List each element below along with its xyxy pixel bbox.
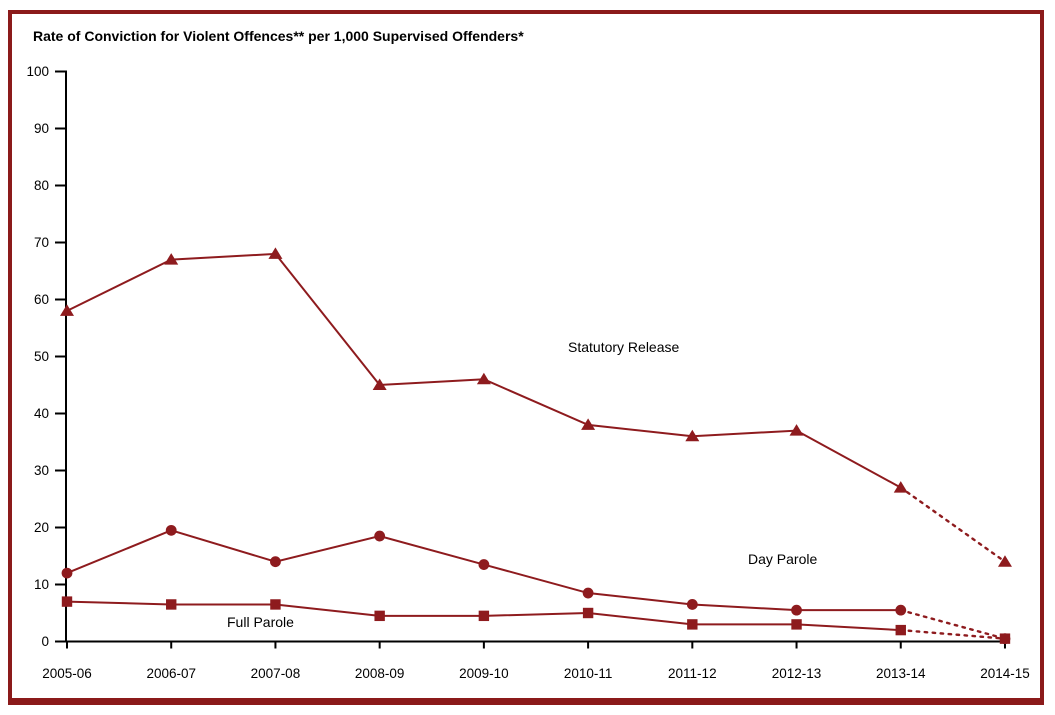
x-tick-label: 2009-10 [459, 666, 509, 681]
y-tick-label: 100 [26, 64, 49, 79]
marker-triangle [268, 247, 283, 259]
marker-square [61, 596, 73, 607]
x-tick-label: 2014-15 [980, 666, 1030, 681]
marker-triangle [789, 424, 804, 436]
chart-frame [8, 10, 1044, 705]
y-tick-label: 40 [34, 406, 49, 421]
marker-circle [686, 599, 698, 610]
marker-square [166, 599, 177, 610]
series-projection-day-parole [899, 608, 1007, 640]
series-line-day-parole [66, 529, 901, 612]
marker-circle [165, 524, 177, 536]
marker-triangle [581, 418, 596, 430]
x-tick-label: 2006-07 [146, 666, 196, 681]
marker-triangle [372, 378, 387, 390]
x-tick-label: 2011-12 [668, 666, 717, 681]
y-tick-label: 60 [34, 292, 49, 307]
marker-circle [270, 556, 281, 568]
marker-square [582, 607, 594, 619]
x-tick-label: 2007-08 [251, 666, 301, 681]
y-tick-label: 80 [34, 178, 49, 193]
x-tick-label: 2012-13 [772, 666, 822, 681]
x-tick-label: 2008-09 [355, 666, 405, 681]
y-tick-label: 20 [34, 520, 49, 535]
marker-triangle [164, 253, 179, 265]
marker-circle [478, 559, 490, 570]
marker-square [999, 633, 1011, 644]
marker-triangle [60, 304, 74, 316]
x-tick-label: 2005-06 [42, 666, 92, 681]
marker-triangle [997, 555, 1012, 567]
marker-triangle [893, 481, 908, 493]
marker-square [270, 599, 281, 610]
marker-circle [895, 604, 907, 616]
x-tick-label: 2010-11 [564, 666, 613, 681]
series-line-statutory-release [66, 252, 902, 489]
marker-square [895, 624, 906, 636]
y-tick-label: 90 [34, 121, 49, 136]
series-projection-full-parole [899, 628, 1007, 640]
marker-square [478, 610, 490, 622]
marker-circle [374, 530, 386, 542]
marker-square [791, 619, 802, 630]
y-tick-label: 30 [34, 463, 49, 478]
marker-circle [582, 587, 594, 599]
marker-triangle [685, 429, 700, 442]
y-tick-label: 0 [41, 634, 49, 649]
series-label-day-parole: Day Parole [748, 551, 817, 567]
series-label-full-parole: Full Parole [227, 614, 294, 630]
marker-circle [791, 604, 802, 616]
marker-triangle [476, 372, 491, 385]
x-tick-label: 2013-14 [876, 666, 926, 681]
marker-square [374, 610, 385, 622]
series-projection-statutory-release [899, 486, 1007, 563]
marker-circle [61, 567, 73, 579]
y-tick-label: 50 [34, 349, 49, 364]
y-tick-label: 10 [34, 577, 49, 592]
marker-square [687, 619, 698, 630]
y-tick-label: 70 [34, 235, 49, 250]
chart-title: Rate of Conviction for Violent Offences*… [33, 28, 524, 44]
series-label-statutory-release: Statutory Release [568, 339, 679, 355]
